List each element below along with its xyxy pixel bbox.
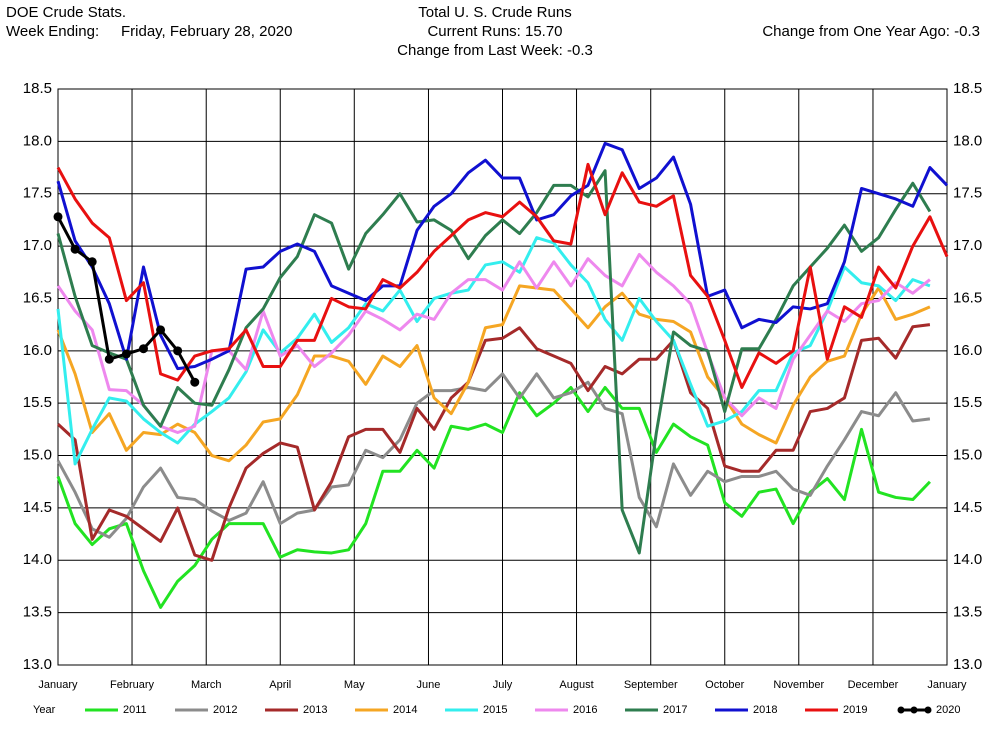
y2-tick-label: 15.5 xyxy=(953,394,982,411)
legend-label: 2015 xyxy=(483,704,507,716)
legend-label: 2017 xyxy=(663,704,687,716)
legend-label: 2013 xyxy=(303,704,327,716)
y2-tick-label: 18.5 xyxy=(953,80,982,97)
series-line xyxy=(56,323,931,562)
change-week: Change from Last Week: -0.3 xyxy=(397,42,593,59)
y-tick-label: 14.5 xyxy=(23,499,52,516)
y-tick-label: 14.0 xyxy=(23,551,52,568)
y2-tick-label: 18.0 xyxy=(953,132,982,149)
legend-marker xyxy=(924,706,932,714)
y-tick-label: 15.5 xyxy=(23,394,52,411)
header-title: DOE Crude Stats. xyxy=(6,4,126,21)
series-line xyxy=(56,236,931,466)
y-tick-label: 17.0 xyxy=(23,237,52,254)
series-marker xyxy=(104,354,114,364)
y-tick-label: 17.5 xyxy=(23,185,52,202)
series-marker xyxy=(70,244,80,254)
week-label: Week Ending: xyxy=(6,23,99,40)
series-marker xyxy=(190,377,200,387)
y2-tick-label: 15.0 xyxy=(953,447,982,464)
y-tick-label: 16.5 xyxy=(23,289,52,306)
series-line xyxy=(56,162,949,389)
y2-tick-label: 17.5 xyxy=(953,185,982,202)
legend-marker xyxy=(897,706,905,714)
series-line xyxy=(56,141,949,371)
legend-label: 2011 xyxy=(123,704,147,716)
y2-tick-label: 17.0 xyxy=(953,237,982,254)
x-tick-label: November xyxy=(773,679,824,691)
x-tick-label: July xyxy=(493,679,513,691)
series-marker xyxy=(121,349,131,359)
series-marker xyxy=(53,212,63,222)
x-tick-label: January xyxy=(38,679,78,691)
x-tick-label: August xyxy=(559,679,593,691)
y2-tick-label: 14.0 xyxy=(953,551,982,568)
legend-label: 2012 xyxy=(213,704,237,716)
x-tick-label: February xyxy=(110,679,155,691)
week-date: Friday, February 28, 2020 xyxy=(121,23,292,40)
legend-label: 2016 xyxy=(573,704,597,716)
plot-border xyxy=(57,88,948,666)
y2-tick-label: 16.5 xyxy=(953,289,982,306)
y-tick-label: 18.0 xyxy=(23,132,52,149)
y-tick-label: 15.0 xyxy=(23,447,52,464)
x-tick-label: January xyxy=(927,679,967,691)
y-tick-label: 13.0 xyxy=(23,656,52,673)
series-marker xyxy=(87,257,97,267)
y2-tick-label: 14.5 xyxy=(953,499,982,516)
legend-label: 2019 xyxy=(843,704,867,716)
x-tick-label: June xyxy=(417,679,441,691)
x-tick-label: December xyxy=(848,679,899,691)
series-line xyxy=(56,252,931,435)
x-tick-label: April xyxy=(269,679,291,691)
y2-tick-label: 16.0 xyxy=(953,342,982,359)
x-tick-label: May xyxy=(344,679,365,691)
series-marker xyxy=(156,325,166,335)
series-line xyxy=(56,169,932,555)
legend-marker xyxy=(910,706,918,714)
legend-label: 2020 xyxy=(936,704,960,716)
series-line xyxy=(56,372,931,539)
chart-title: Total U. S. Crude Runs xyxy=(418,4,571,21)
legend-label: 2014 xyxy=(393,704,417,716)
series-line xyxy=(56,385,931,609)
y-tick-label: 16.0 xyxy=(23,342,52,359)
change-year: Change from One Year Ago: -0.3 xyxy=(762,23,980,40)
legend-title: Year xyxy=(33,704,56,716)
current-runs: Current Runs: 15.70 xyxy=(427,23,562,40)
x-tick-label: October xyxy=(705,679,744,691)
x-tick-label: March xyxy=(191,679,222,691)
legend-label: 2018 xyxy=(753,704,777,716)
x-tick-label: September xyxy=(624,679,678,691)
y-tick-label: 18.5 xyxy=(23,80,52,97)
series-marker xyxy=(173,346,183,356)
series-marker xyxy=(138,344,148,354)
y2-tick-label: 13.0 xyxy=(953,656,982,673)
y-tick-label: 13.5 xyxy=(23,604,52,621)
series-line xyxy=(56,284,931,463)
y2-tick-label: 13.5 xyxy=(953,604,982,621)
